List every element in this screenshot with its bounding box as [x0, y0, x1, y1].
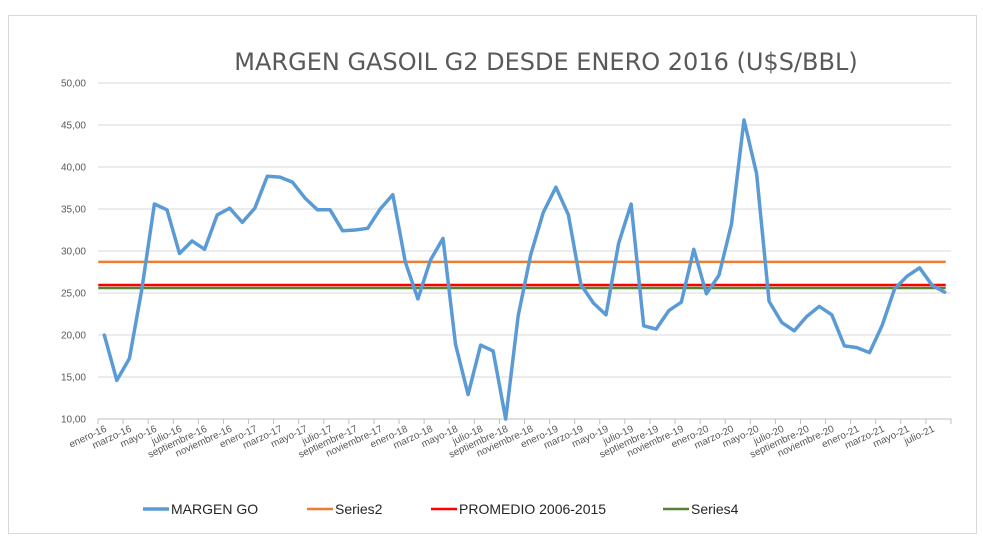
legend: MARGEN GO Series2 PROMEDIO 2006-2015 Series… [143, 501, 739, 517]
y-tick-label: 20,00 [61, 331, 86, 342]
y-tick-label: 40,00 [61, 163, 86, 174]
y-tick-label: 10,00 [61, 415, 86, 426]
legend-label: PROMEDIO 2006-2015 [459, 501, 606, 517]
y-tick-label: 15,00 [61, 373, 86, 384]
legend-label: Series2 [335, 501, 383, 517]
y-tick-label: 35,00 [61, 205, 86, 216]
legend-item: PROMEDIO 2006-2015 [431, 501, 606, 517]
series-line-margen-go [102, 118, 947, 421]
legend-item: MARGEN GO [143, 501, 258, 517]
y-tick-label: 30,00 [61, 247, 86, 258]
y-axis: 10,00 15,00 20,00 25,00 30,00 35,00 40,00 45,00… [61, 79, 86, 426]
legend-label: Series4 [691, 501, 739, 517]
chart-title: MARGEN GASOIL G2 DESDE ENERO 2016 (U$S/B… [234, 48, 857, 76]
y-tick-label: 50,00 [61, 79, 86, 90]
legend-item: Series2 [307, 501, 383, 517]
y-tick-label: 45,00 [61, 121, 86, 132]
series-margen-go [102, 118, 947, 421]
legend-label: MARGEN GO [171, 501, 258, 517]
chart-frame: MARGEN GASOIL G2 DESDE ENERO 2016 (U$S/B… [8, 15, 977, 534]
chart-svg: MARGEN GASOIL G2 DESDE ENERO 2016 (U$S/B… [61, 48, 952, 517]
legend-item: Series4 [663, 501, 739, 517]
x-axis: enero-16marzo-16mayo-16julio-16septiembr… [68, 418, 952, 461]
gridlines [98, 82, 951, 378]
series-layer [98, 118, 947, 421]
y-tick-label: 25,00 [61, 289, 86, 300]
